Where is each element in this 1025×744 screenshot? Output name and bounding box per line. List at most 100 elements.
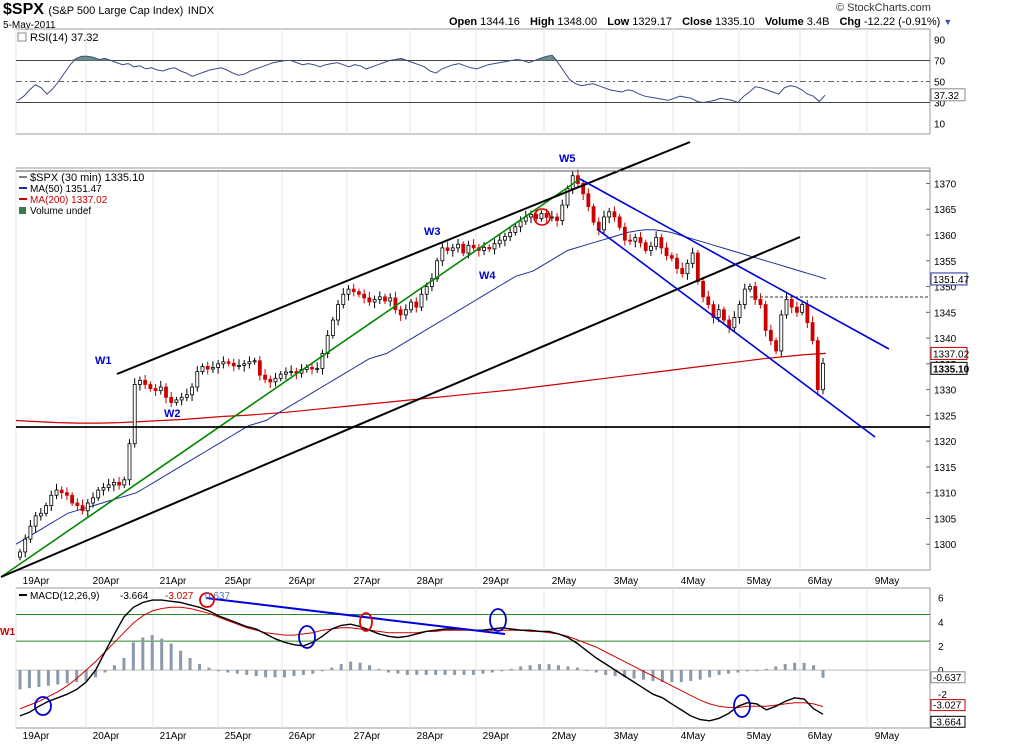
macd-histogram-bar [254,670,258,677]
macd-highlight-circle [199,592,215,608]
candle-body [680,268,685,275]
candle-body [273,377,278,383]
candle-body [508,232,513,237]
candle-body [158,386,163,392]
macd-x-label: 9May [875,731,899,742]
macd-histogram-bar [226,670,230,673]
macd-histogram-bar [56,670,60,685]
ma50-value-box [930,272,968,286]
price-tick-label: 1330 [934,386,957,397]
ma200-legend: MA(200) 1337.02 [30,195,108,206]
candle-body [247,361,252,365]
macd-histogram-bar [812,665,816,671]
candle-body [388,297,393,302]
candle-body [65,492,69,496]
candle-body [664,247,669,257]
candle-body [602,216,606,231]
candle-body [440,247,445,262]
rsi-legend: RSI(14) 37.32 [30,32,98,44]
price-tick-label: 1320 [934,437,957,448]
candle-body [351,288,356,293]
candle-body [184,394,189,398]
candle-body [80,505,85,512]
macd-histogram-bar [264,670,268,678]
candle-body [190,386,194,396]
macd-histogram-bar [528,665,532,671]
macd-histogram-bar [46,670,50,686]
candle-body [143,379,148,385]
macd-histogram-bar [245,670,249,675]
price-tick-label: 1305 [934,514,957,525]
price-x-label: 26Apr [289,576,316,587]
candle-body [638,237,643,244]
lower-channel-line [0,236,801,578]
macd-histogram-bar [660,670,664,683]
chevron-down-icon[interactable]: ▼ [943,17,953,27]
candle-body [242,363,247,366]
macd-histogram-bar [18,670,22,690]
price-tick-label: 1325 [934,411,957,422]
candle-body [372,299,377,303]
candle-body [341,293,346,305]
macd-histogram-bar [131,642,135,671]
candle-body [106,484,111,488]
macd-histogram-bar [651,670,655,681]
price-tick-label: 1365 [934,205,957,216]
macd-histogram-bar [169,643,173,671]
upper-channel-line [116,141,691,375]
candle-body [252,360,257,363]
candle-body [722,309,726,321]
macd-histogram-bar [774,666,778,671]
candle-body [257,360,262,376]
candle-body [763,304,768,331]
wave-label: W2 [164,408,181,420]
candle-body [685,262,690,275]
candle-body [534,213,539,219]
candle-body [810,322,815,342]
candle-body [383,296,387,302]
candle-body [544,212,549,218]
macd-histogram-bar [453,670,457,675]
macd-histogram-bar [94,670,98,678]
exchange: INDX [187,5,215,17]
candle-body [226,361,231,364]
rsi-last-box [930,88,966,102]
candle-body [435,260,440,280]
price-tick-label: 1345 [934,308,957,319]
candle-body [503,236,507,241]
candle-body [132,384,137,445]
candle-body [18,551,22,558]
macd-histogram-bar [604,670,608,675]
macd-histogram-bar [670,670,674,683]
macd-value-box [930,699,966,712]
macd-histogram-bar [566,666,570,671]
macd-x-label: 2May [552,731,576,742]
candle-body [774,340,778,352]
macd-histogram-bar [821,670,825,678]
candle-body [795,306,799,313]
macd-x-label: 19Apr [23,731,50,742]
low-label: Low [607,16,630,28]
price-tick-label: 1315 [934,463,957,474]
macd-histogram-bar [122,658,126,671]
macd-histogram-bar [689,670,693,681]
candle-body [362,293,367,299]
macd-line [19,599,824,722]
macd-histogram-bar [27,670,31,689]
candle-body [675,257,679,269]
open-value: 1344.16 [480,16,520,28]
macd-histogram-bar [84,670,88,681]
macd-histogram-bar [320,670,324,672]
candle-body [211,367,215,370]
price-x-label: 9May [875,576,899,587]
macd-histogram-bar [727,670,731,674]
candle-body [758,299,763,305]
macd-x-label: 20Apr [93,731,120,742]
rsi-overbought-fill [18,55,825,61]
ma50-legend: MA(50) 1351.47 [30,184,102,195]
candle-body [654,237,659,247]
candle-body [195,371,200,388]
macd-highlight-circle [298,625,316,649]
candle-body [669,255,674,259]
macd-histogram-bar [443,670,447,675]
